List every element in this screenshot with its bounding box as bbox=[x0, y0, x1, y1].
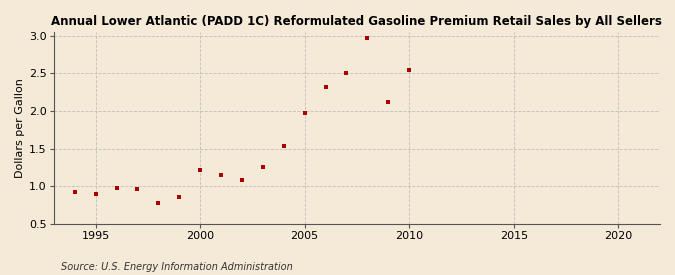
Point bbox=[383, 100, 394, 104]
Point bbox=[153, 200, 164, 205]
Point bbox=[299, 111, 310, 116]
Point bbox=[278, 143, 289, 148]
Y-axis label: Dollars per Gallon: Dollars per Gallon bbox=[15, 78, 25, 178]
Point bbox=[404, 68, 414, 73]
Point bbox=[70, 190, 80, 194]
Point bbox=[90, 191, 101, 196]
Point bbox=[174, 194, 185, 199]
Point bbox=[362, 36, 373, 40]
Title: Annual Lower Atlantic (PADD 1C) Reformulated Gasoline Premium Retail Sales by Al: Annual Lower Atlantic (PADD 1C) Reformul… bbox=[51, 15, 662, 28]
Point bbox=[111, 186, 122, 191]
Point bbox=[195, 168, 206, 173]
Point bbox=[216, 173, 227, 177]
Point bbox=[236, 178, 247, 182]
Text: Source: U.S. Energy Information Administration: Source: U.S. Energy Information Administ… bbox=[61, 262, 292, 272]
Point bbox=[132, 187, 143, 191]
Point bbox=[320, 85, 331, 89]
Point bbox=[257, 164, 268, 169]
Point bbox=[341, 71, 352, 76]
